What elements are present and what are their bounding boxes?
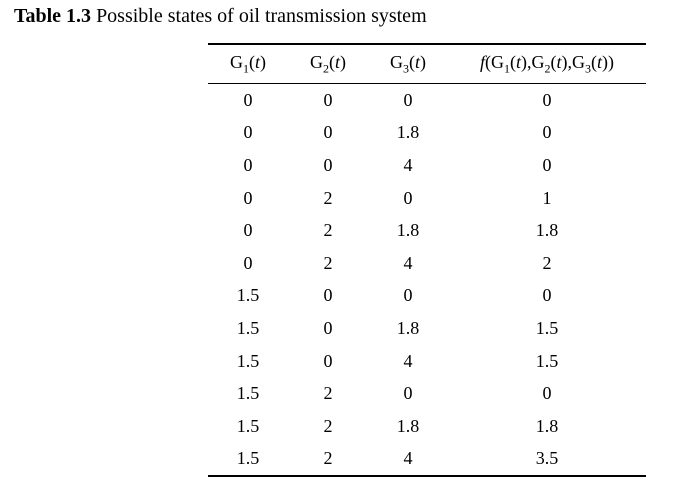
table-cell: 1.5 <box>236 383 260 404</box>
table-cell: 0 <box>403 89 413 110</box>
table-cell: 1.5 <box>535 317 559 338</box>
table-caption-text: Possible states of oil transmission syst… <box>96 5 427 27</box>
table-cell: 0 <box>323 350 333 371</box>
table-caption-label: Table 1.3 <box>14 5 92 27</box>
table-cell: 0 <box>323 317 333 338</box>
table-row: 1.5 2 4 3.5 <box>208 443 646 477</box>
table-cell: 0 <box>542 122 552 143</box>
table-row: 0 0 0 0 <box>208 84 646 117</box>
table-cell: 0 <box>243 187 253 208</box>
table-cell: 0 <box>403 187 413 208</box>
table-cell: 0 <box>542 154 552 175</box>
header-row: G1(t) G2(t) G3(t) f(G1(t),G2(t),G3(t)) <box>208 44 646 84</box>
table-row: 0 0 1.8 0 <box>208 117 646 150</box>
table-row: 1.5 2 0 0 <box>208 377 646 410</box>
table-cell: 2 <box>542 252 552 273</box>
table-cell: 0 <box>403 383 413 404</box>
table-cell: 4 <box>403 448 413 469</box>
table-cell: 1.5 <box>236 285 260 306</box>
table-cell: 1.5 <box>236 350 260 371</box>
table-cell: 0 <box>323 154 333 175</box>
table-cell: 0 <box>542 285 552 306</box>
table-cell: 0 <box>243 252 253 273</box>
table-cell: 0 <box>542 89 552 110</box>
header-g1: G1(t) <box>229 51 266 76</box>
table-cell: 1.5 <box>236 448 260 469</box>
table-cell: 1.8 <box>535 220 559 241</box>
table-cell: 1.8 <box>396 317 420 338</box>
table-header: G1(t) G2(t) G3(t) f(G1(t),G2(t),G3(t)) <box>208 44 646 84</box>
table-cell: 2 <box>323 252 333 273</box>
table-cell: 1.5 <box>236 415 260 436</box>
table-row: 1.5 2 1.8 1.8 <box>208 410 646 443</box>
table-row: 1.5 0 4 1.5 <box>208 345 646 378</box>
table-cell: 2 <box>323 448 333 469</box>
table-caption: Table 1.3 Possible states of oil transmi… <box>14 5 427 28</box>
table-cell: 0 <box>323 122 333 143</box>
table-cell: 2 <box>323 383 333 404</box>
table-row: 0 0 4 0 <box>208 149 646 182</box>
header-f: f(G1(t),G2(t),G3(t)) <box>479 51 615 76</box>
table-cell: 1.8 <box>396 220 420 241</box>
table-cell: 1 <box>542 187 552 208</box>
table-cell: 4 <box>403 350 413 371</box>
table-cell: 0 <box>243 220 253 241</box>
table-row: 1.5 0 1.8 1.5 <box>208 312 646 345</box>
table-cell: 4 <box>403 154 413 175</box>
table-row: 0 2 1.8 1.8 <box>208 214 646 247</box>
table-cell: 2 <box>323 220 333 241</box>
table-row: 1.5 0 0 0 <box>208 280 646 313</box>
table-cell: 1.8 <box>396 122 420 143</box>
states-table: G1(t) G2(t) G3(t) f(G1(t),G2(t),G3(t)) 0… <box>208 43 646 477</box>
table-cell: 2 <box>323 415 333 436</box>
table-cell: 2 <box>323 187 333 208</box>
header-g2: G2(t) <box>309 51 346 76</box>
table-cell: 1.8 <box>396 415 420 436</box>
table-body: 0 0 0 0 0 0 1.8 0 0 0 4 0 0 2 0 1 0 2 1.8 1.8 0 2 4 2 1.5 0 0 0 1.5 0… <box>208 84 646 477</box>
table-cell: 0 <box>542 383 552 404</box>
header-g3: G3(t) <box>389 51 426 76</box>
table-cell: 4 <box>403 252 413 273</box>
table-cell: 1.5 <box>236 317 260 338</box>
table-row: 0 2 0 1 <box>208 182 646 215</box>
table-row: 0 2 4 2 <box>208 247 646 280</box>
table-cell: 0 <box>323 89 333 110</box>
table-cell: 1.5 <box>535 350 559 371</box>
table-cell: 3.5 <box>535 448 559 469</box>
table-cell: 0 <box>243 122 253 143</box>
table-cell: 0 <box>403 285 413 306</box>
table-cell: 0 <box>323 285 333 306</box>
table-cell: 0 <box>243 89 253 110</box>
table-cell: 1.8 <box>535 415 559 436</box>
table-cell: 0 <box>243 154 253 175</box>
